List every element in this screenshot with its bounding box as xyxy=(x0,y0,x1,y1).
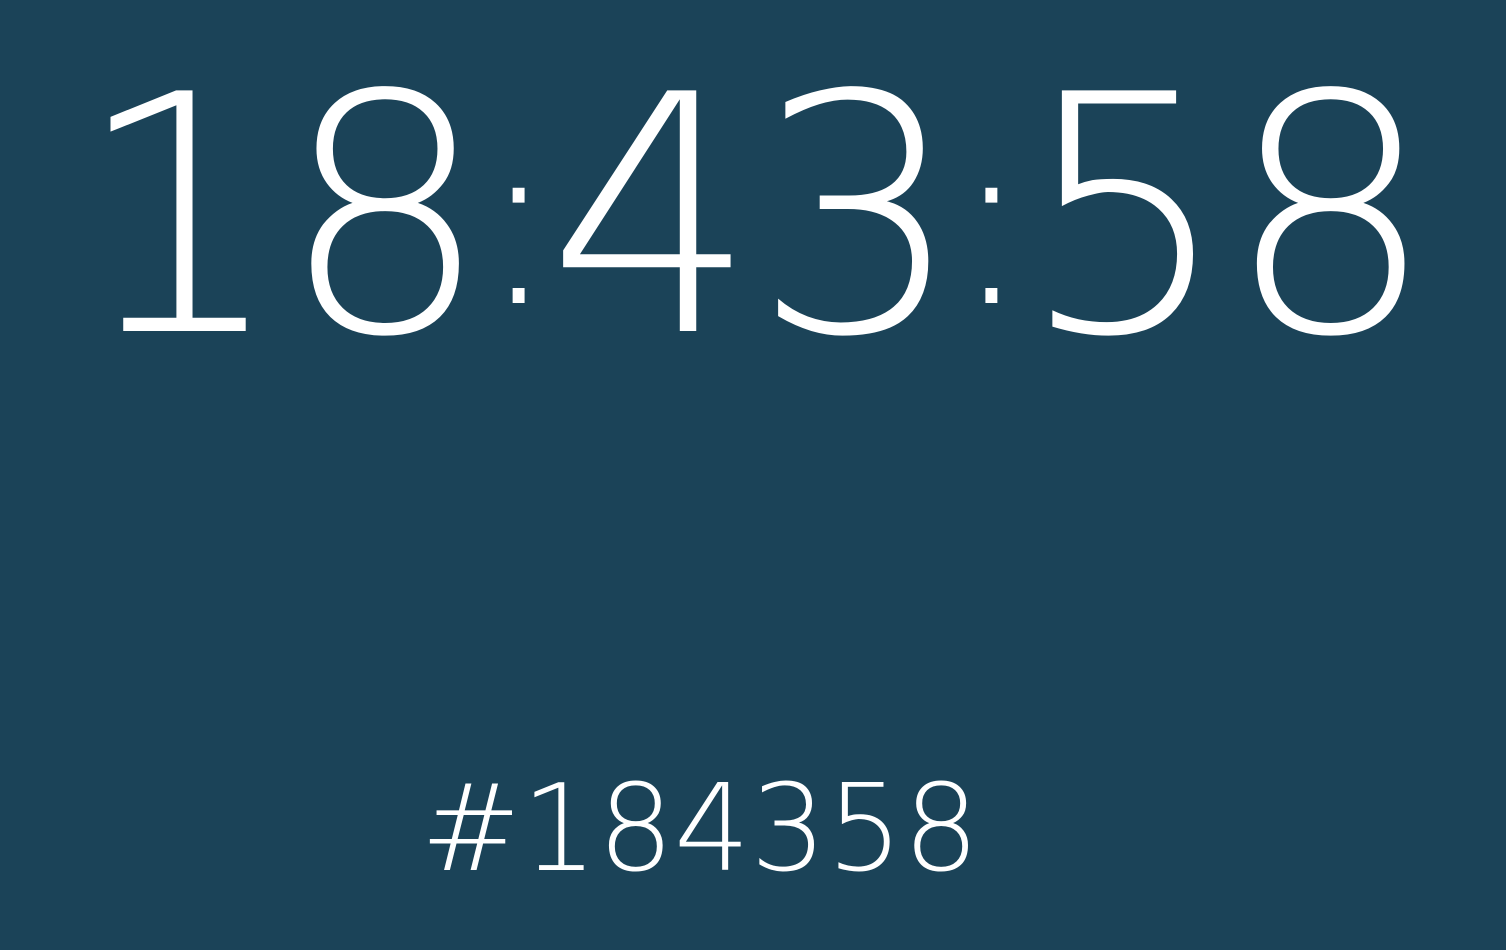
time-separator: : xyxy=(950,80,1032,360)
time-display: 18:43:58 xyxy=(0,52,1506,382)
time-hours: 18 xyxy=(74,25,490,409)
hex-color-code: #184358 xyxy=(420,760,980,899)
time-seconds: 58 xyxy=(1019,25,1436,409)
time-minutes: 43 xyxy=(547,25,963,409)
time-separator: : xyxy=(478,80,559,360)
